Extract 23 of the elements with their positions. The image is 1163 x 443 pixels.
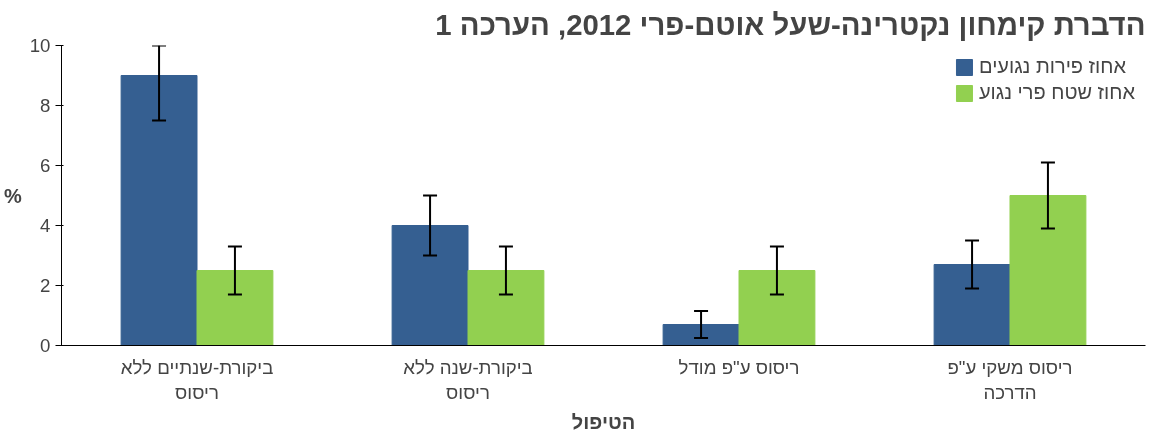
x-axis-title: הטיפול <box>571 410 636 433</box>
bar <box>196 270 274 346</box>
bar <box>738 270 816 346</box>
chart-title: הדברת קימחון נקטרינה-שעל אוטם-פרי 2012, הערכה 1 <box>435 7 1146 41</box>
bar <box>391 225 469 346</box>
y-tick-label: 0 <box>40 335 51 356</box>
y-tick-label: 8 <box>40 95 51 116</box>
y-tick-label: 2 <box>40 275 51 296</box>
bar <box>1009 195 1087 346</box>
bar <box>662 324 740 346</box>
x-tick-label: ריסוס ע"פ מודל <box>678 356 800 378</box>
x-tick-label: ביקורת-שנתיים ללא ריסוס <box>120 356 274 403</box>
legend-label: אחוז פירות נגועים <box>978 55 1126 78</box>
bar <box>120 75 198 346</box>
x-tick-label: ריסוס משקי ע"פ הדרכה <box>947 356 1073 403</box>
bar <box>933 264 1011 346</box>
y-tick-label: 4 <box>40 215 51 236</box>
y-tick-label: 10 <box>29 35 51 56</box>
y-axis-title: % <box>3 184 22 207</box>
x-tick-label: ביקורת-שנה ללא ריסוס <box>403 356 533 403</box>
bar <box>467 270 545 346</box>
legend-label: אחוז שטח פרי נגוע <box>978 81 1135 104</box>
y-tick-label: 6 <box>40 155 51 176</box>
